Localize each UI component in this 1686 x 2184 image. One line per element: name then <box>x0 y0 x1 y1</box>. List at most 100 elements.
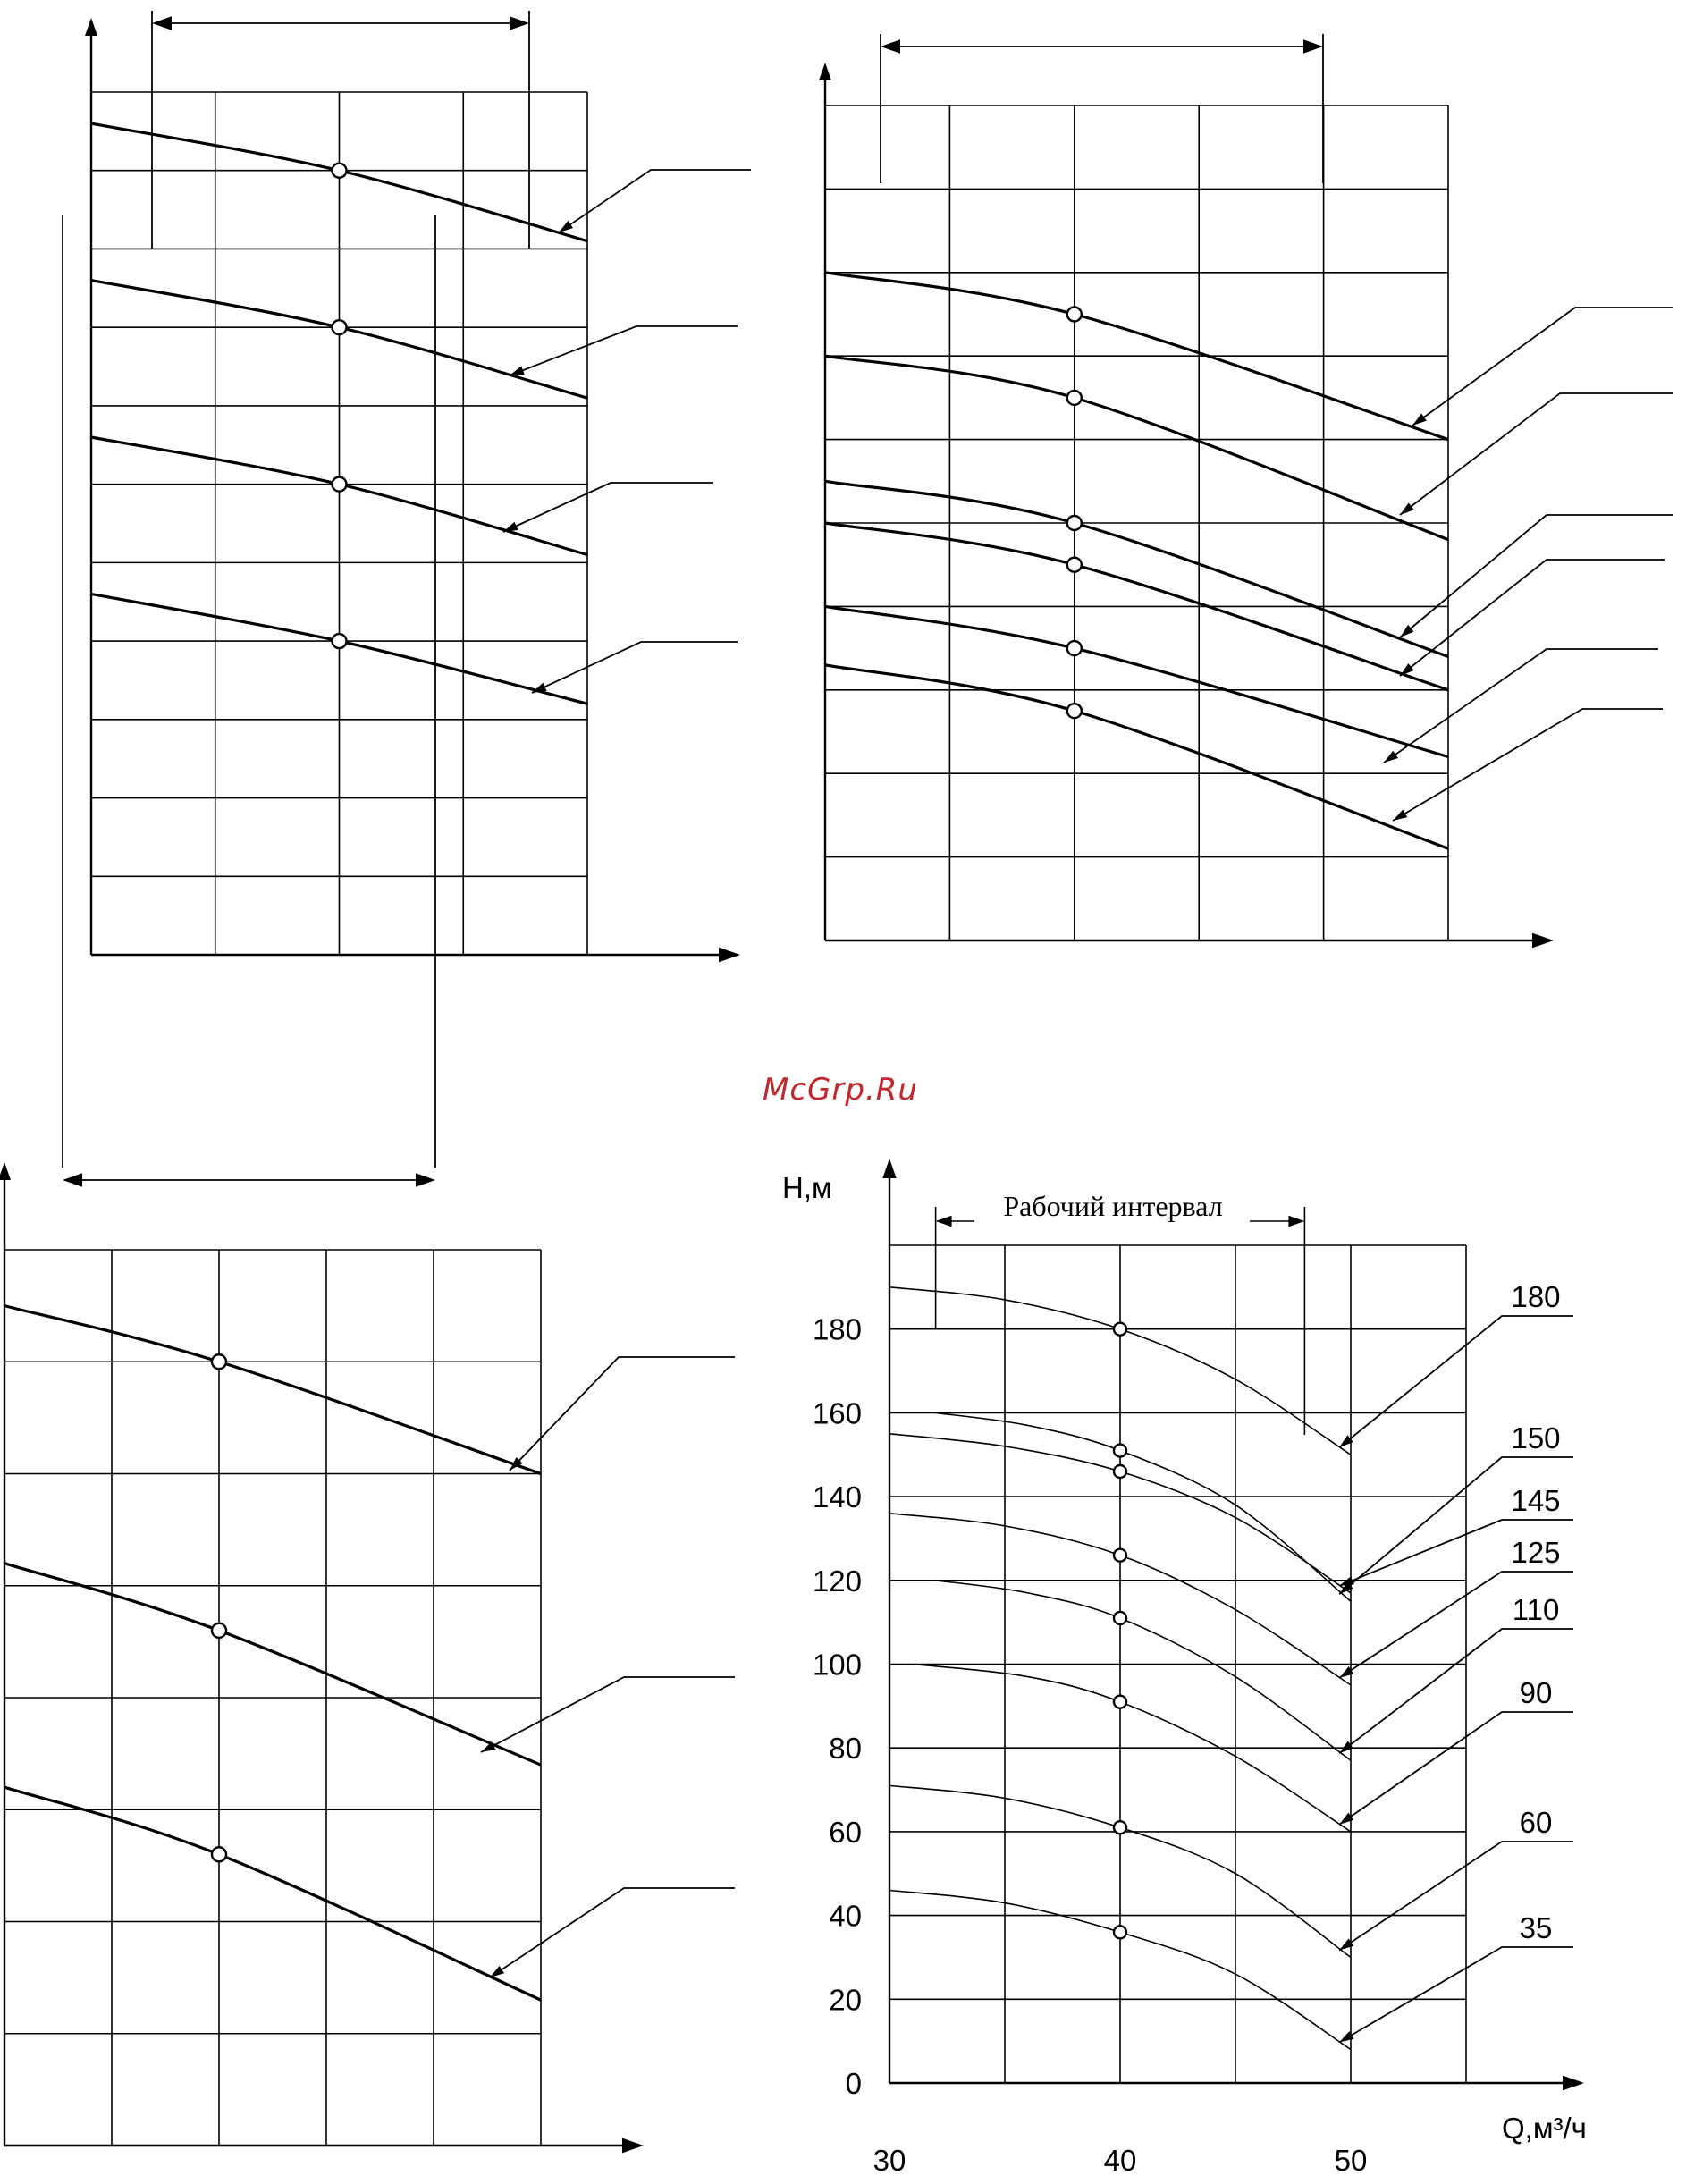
data-point-marker <box>1066 639 1083 657</box>
series-curve <box>824 521 1449 692</box>
series-label-60: 60 <box>1520 1806 1553 1839</box>
data-point-marker <box>331 162 348 179</box>
curve-label-leader <box>1412 307 1673 426</box>
interval-arrow-right <box>510 16 529 30</box>
data-point-marker <box>210 1353 228 1370</box>
y-tick-label: 140 <box>813 1480 862 1514</box>
x-axis-arrow <box>622 2138 644 2154</box>
data-point-marker <box>1066 514 1083 532</box>
curve-label-arrowhead <box>1400 624 1414 637</box>
curve-label-leader <box>1399 392 1673 516</box>
data-point-marker <box>210 1622 228 1640</box>
series-curve <box>824 354 1449 542</box>
interval-arrow-left <box>935 1215 952 1227</box>
y-axis-arrow <box>85 18 97 36</box>
data-point-marker <box>1112 1694 1128 1709</box>
series-label-145-arrowhead <box>1339 1576 1354 1586</box>
series-curve <box>4 1562 542 1767</box>
x-tick-label: 50 <box>1335 2144 1368 2177</box>
interval-arrow-left <box>63 1173 82 1187</box>
series-label-125-arrowhead <box>1339 1665 1354 1678</box>
data-point-marker <box>331 476 348 493</box>
interval-arrow-right <box>416 1173 435 1187</box>
curve-label-arrowhead <box>490 1965 505 1977</box>
series-label-90: 90 <box>1520 1676 1553 1709</box>
interval-arrow-right <box>1288 1215 1305 1227</box>
series-curve <box>824 271 1449 442</box>
y-tick-label: 40 <box>829 1900 862 1933</box>
curve-label-leader <box>1392 708 1663 822</box>
curve-label-arrowhead <box>1412 413 1427 426</box>
series-label-125-leader <box>1338 1571 1573 1679</box>
curve-label-arrowhead <box>532 682 547 693</box>
data-point-marker <box>1066 306 1083 323</box>
data-point-marker <box>1112 1820 1128 1835</box>
curve-label-leader <box>1399 559 1665 677</box>
y-tick-label: 20 <box>829 1983 862 2016</box>
interval-arrow-right <box>1303 39 1323 54</box>
data-point-marker <box>1112 1463 1128 1480</box>
y-tick-label: 160 <box>813 1396 862 1429</box>
series-label-35: 35 <box>1520 1911 1553 1944</box>
series-curve <box>824 479 1449 658</box>
curve-label-leader <box>509 1356 735 1471</box>
data-point-marker <box>331 632 348 650</box>
curve-label-leader <box>1399 514 1673 638</box>
series-label-180-arrowhead <box>1339 1435 1353 1448</box>
chart-panel-bottom-left <box>0 215 735 2154</box>
series-label-180-leader <box>1338 1315 1573 1448</box>
y-tick-label: 180 <box>813 1313 862 1346</box>
data-point-marker <box>1112 1547 1128 1563</box>
working-interval-label: Рабочий интервал <box>1003 1190 1222 1222</box>
interval-arrow-left <box>152 16 172 30</box>
data-point-marker <box>331 318 348 336</box>
data-point-marker <box>1112 1443 1128 1458</box>
curve-label-leader <box>531 641 738 694</box>
x-axis-arrow <box>719 947 740 963</box>
series-label-150-leader <box>1338 1456 1573 1595</box>
curve-label-arrowhead <box>510 1456 523 1471</box>
y-tick-label: 120 <box>813 1564 862 1598</box>
series-label-35-arrowhead <box>1339 2031 1354 2043</box>
chart-panel-top-right <box>819 34 1673 949</box>
series-label-150: 150 <box>1511 1421 1560 1455</box>
y-axis-arrow <box>882 1159 897 1178</box>
curve-label-arrowhead <box>1400 663 1414 676</box>
series-label-60-leader <box>1338 1841 1573 1952</box>
chart-panel-bottom-right: Н,м Q,м³/ч 0 20 40 60 80 100 120 140 160 180 30 40 50 Р… <box>782 1159 1587 2177</box>
x-axis-arrow <box>1532 932 1554 949</box>
series-label-60-arrowhead <box>1339 1938 1354 1951</box>
series-curve-150 <box>935 1412 1352 1602</box>
y-tick-label: 0 <box>846 2067 862 2100</box>
data-point-marker <box>1112 1610 1128 1626</box>
data-point-marker <box>1112 1925 1128 1940</box>
y-tick-label: 100 <box>813 1649 862 1682</box>
curve-label-leader <box>558 169 751 233</box>
x-tick-label: 30 <box>873 2144 906 2177</box>
series-curve <box>824 663 1449 850</box>
curve-label-leader <box>1383 648 1658 763</box>
curve-label-arrowhead <box>559 220 574 232</box>
series-curve <box>824 604 1449 759</box>
data-point-marker <box>1066 389 1083 407</box>
y-axis-arrow <box>0 1162 11 1180</box>
curve-label-arrowhead <box>1393 809 1408 821</box>
curve-label-arrowhead <box>510 366 525 375</box>
series-label-180: 180 <box>1511 1280 1560 1313</box>
series-curve <box>4 1785 542 2002</box>
series-label-110-arrowhead <box>1339 1741 1353 1754</box>
series-label-110-leader <box>1338 1628 1573 1754</box>
series-curve <box>4 1304 542 1476</box>
series-label-125: 125 <box>1511 1536 1560 1569</box>
y-axis-arrow <box>819 63 831 80</box>
curve-label-leader <box>502 482 713 533</box>
series-label-145-leader <box>1338 1519 1573 1587</box>
y-axis-title: Н,м <box>782 1171 832 1204</box>
data-point-marker <box>1066 556 1083 573</box>
data-point-marker <box>1112 1321 1128 1337</box>
watermark-text: McGrp.Ru <box>763 1072 918 1108</box>
interval-arrow-left <box>881 39 900 54</box>
data-point-marker <box>210 1846 228 1863</box>
data-point-marker <box>1066 702 1083 720</box>
